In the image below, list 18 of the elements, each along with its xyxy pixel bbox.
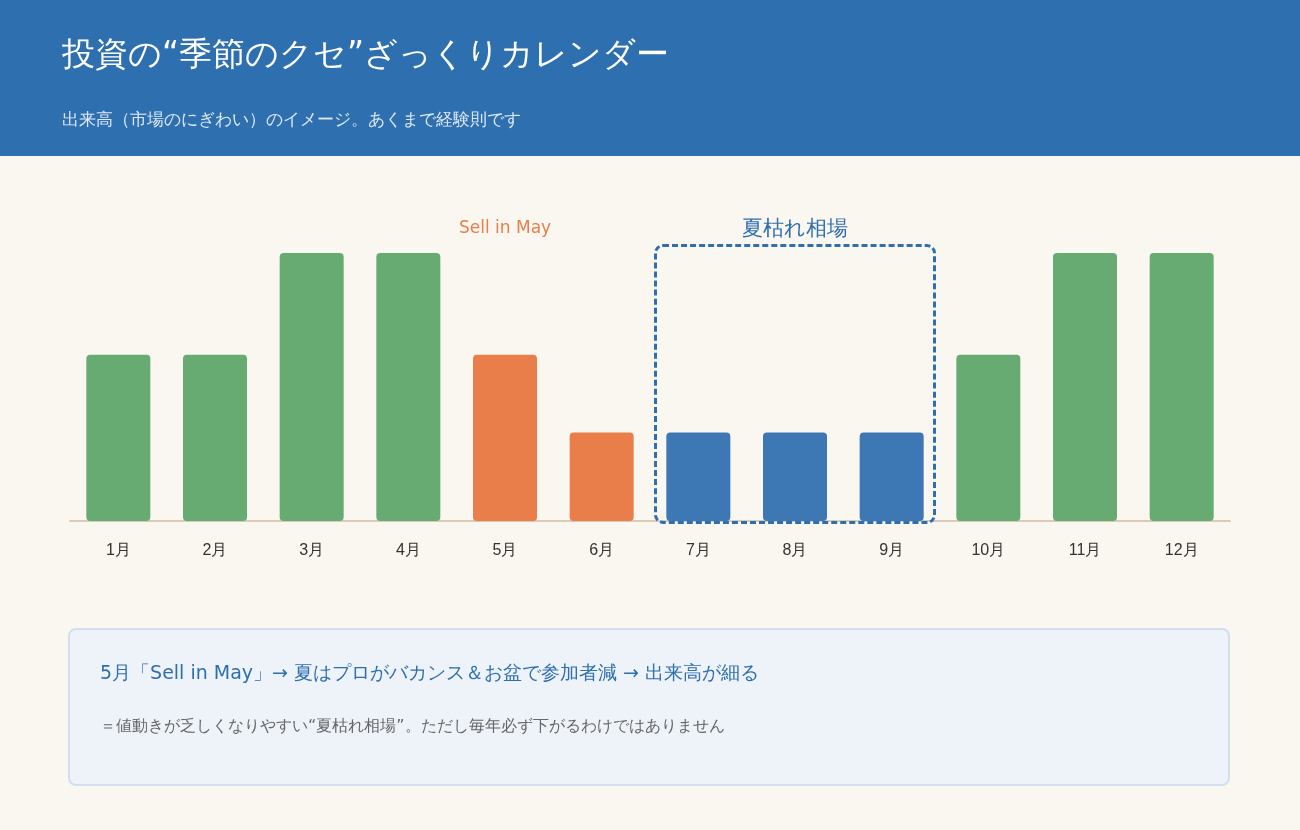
x-tick-label: 11月 — [1068, 540, 1102, 558]
chart-title: 投資の“季節のクセ”ざっくりカレンダー — [62, 33, 670, 75]
x-tick-label: 12月 — [1164, 540, 1199, 558]
x-tick-label: 9月 — [879, 540, 905, 558]
x-tick-label: 5月 — [492, 540, 518, 558]
x-tick-label: 3月 — [299, 540, 325, 558]
text: Sell in May — [459, 217, 552, 237]
x-tick-label: 2月 — [202, 540, 228, 558]
text: 5月「Sell in May」→ 夏はプロがバカンス＆お盆で参加者減 → 出来高が細る — [100, 660, 760, 685]
x-tick-label: 4月 — [395, 540, 421, 558]
text: 夏枯れ相場 — [742, 215, 848, 242]
x-tick-label: 7月 — [685, 540, 711, 558]
text: ＝値動きが乏しくなりやすい“夏枯れ相場”。ただし毎年必ず下がるわけではありません — [100, 716, 725, 737]
x-tick-label: 1月 — [105, 540, 131, 558]
x-tick-label: 6月 — [589, 540, 615, 558]
x-tick-label: 8月 — [782, 540, 808, 558]
chart-subtitle: 出来高（市場のにぎわい）のイメージ。あくまで経験則です — [62, 108, 521, 131]
x-tick-label: 10月 — [971, 540, 1006, 558]
